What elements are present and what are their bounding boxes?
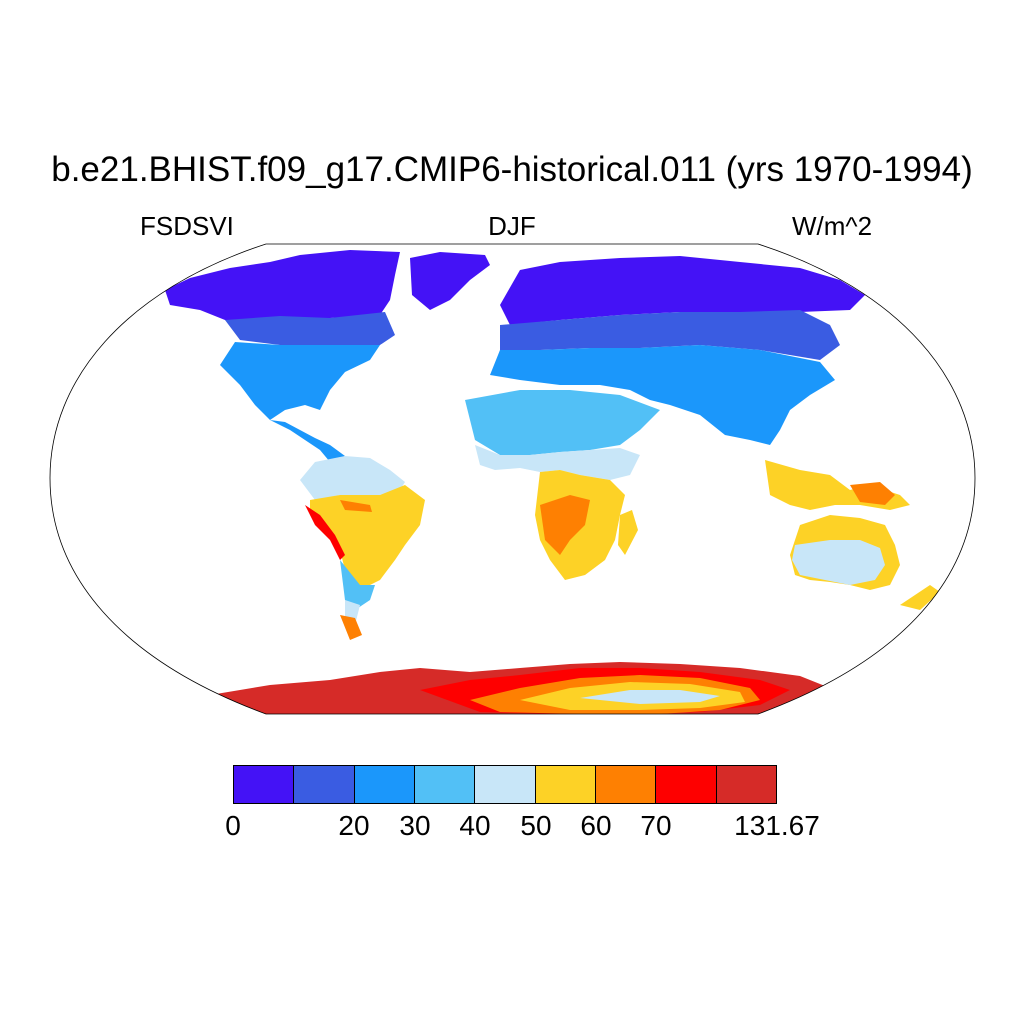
colorbar-swatch	[414, 766, 476, 803]
colorbar-tick-label: 0	[225, 810, 241, 841]
antarctica	[210, 662, 830, 714]
colorbar-swatch	[294, 766, 355, 803]
units-label: W/m^2	[792, 211, 873, 241]
colorbar-swatch	[475, 766, 536, 803]
eurasia	[465, 256, 865, 455]
colorbar-swatch	[234, 766, 295, 803]
australia	[790, 515, 940, 610]
colorbar	[233, 765, 777, 804]
africa	[475, 445, 640, 580]
north-america	[165, 250, 490, 462]
colorbar-tick-label: 20	[338, 810, 370, 841]
map-boundary	[49, 243, 976, 715]
colorbar-swatch	[716, 766, 776, 803]
colorbar-swatch	[535, 766, 596, 803]
colorbar-swatch	[656, 766, 717, 803]
variable-name: FSDSVI	[140, 211, 234, 241]
colorbar-tick-label: 50	[520, 810, 552, 841]
colorbar-tick-label: 70	[640, 810, 672, 841]
colorbar-tick-label: 131.67	[734, 810, 820, 841]
colorbar-tick-label: 60	[580, 810, 612, 841]
land-fill	[165, 250, 940, 714]
colorbar-tick-label: 40	[459, 810, 491, 841]
colorbar-swatch	[595, 766, 657, 803]
colorbar-swatch	[354, 766, 415, 803]
colorbar-tick-label: 30	[399, 810, 431, 841]
maritime-asia	[765, 460, 910, 510]
plot-title: b.e21.BHIST.f09_g17.CMIP6-historical.011…	[51, 150, 973, 189]
season-label: DJF	[488, 211, 536, 241]
south-america	[300, 456, 425, 640]
